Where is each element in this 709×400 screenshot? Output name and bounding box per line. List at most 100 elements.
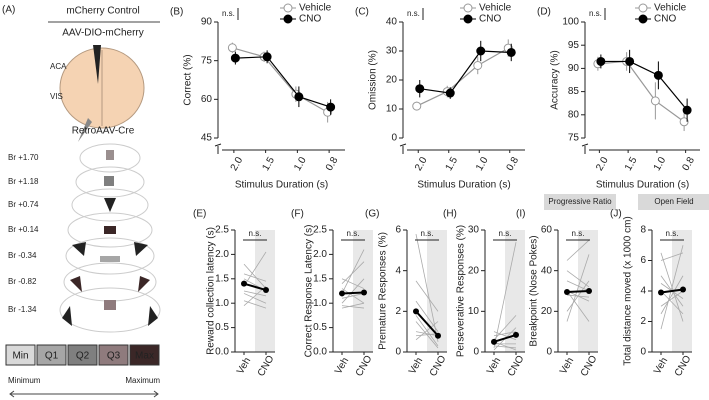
x-tick-label: Veh — [558, 356, 576, 376]
x-tick-label: CNO — [256, 354, 277, 379]
y-tick-label: 8 — [640, 225, 646, 236]
annotation: n.s. — [589, 9, 602, 18]
annotation: n.s. — [572, 229, 585, 238]
x-tick-label: 1.5 — [261, 155, 278, 173]
legend-label: Max — [135, 351, 154, 362]
header-box — [544, 194, 616, 210]
y-tick-label: 60 — [201, 94, 213, 105]
y-tick-label: 4 — [395, 265, 401, 276]
x-tick-label: CNO — [673, 354, 694, 379]
legend-marker — [463, 14, 473, 24]
axis-break — [399, 143, 407, 147]
x-tick-label: 1.0 — [474, 155, 491, 173]
y-axis-label: Total distance moved (x 1000 cm) — [623, 216, 634, 366]
individual-line — [660, 290, 684, 307]
y-tick-label: 30 — [468, 225, 480, 236]
y-tick-label: 85 — [568, 86, 580, 97]
legend-swatch — [98, 344, 129, 366]
legend-marker — [638, 14, 648, 24]
individual-line — [493, 345, 517, 349]
individual-line — [243, 251, 267, 287]
legend-label: Vehicle — [299, 3, 332, 14]
region-label: VIS — [50, 92, 63, 101]
section-label: Br +0.74 — [8, 200, 39, 209]
mean-point — [564, 289, 570, 296]
scale-max: Maximum — [125, 376, 160, 385]
labelled-regions — [62, 150, 158, 326]
y-tick-label: 60 — [541, 225, 553, 236]
data-point — [650, 96, 660, 106]
y-tick-label: 1.5 — [313, 273, 327, 284]
axis-break — [581, 143, 589, 147]
y-axis-label: Perseverative Responses (%) — [456, 225, 467, 357]
legend-label: Vehicle — [654, 3, 687, 14]
y-tick-label: 90 — [201, 17, 213, 28]
individual-line — [566, 280, 590, 292]
y-tick-label: 0 — [546, 347, 552, 358]
individual-line — [341, 293, 365, 299]
x-tick-label: 2.0 — [594, 155, 611, 173]
mean-point — [263, 287, 269, 294]
y-tick-label: 30 — [386, 46, 398, 57]
annotation: n.s. — [407, 9, 420, 18]
axis-break — [214, 143, 222, 147]
y-tick-label: 1.5 — [215, 273, 229, 284]
individual-line — [341, 278, 365, 304]
individual-line — [493, 331, 517, 337]
panel-label: (F) — [291, 209, 304, 220]
section-labels: Br +1.70 Br +1.18 Br +0.74 Br +0.14 Br -0.34… — [8, 153, 39, 314]
individual-line — [493, 315, 517, 341]
y-tick-label: 2 — [395, 306, 401, 317]
individual-line — [341, 261, 365, 284]
panel-label: (E) — [193, 209, 206, 220]
section-label: Br -1.34 — [8, 305, 37, 314]
region-label: ACA — [50, 62, 67, 71]
x-tick-label: 0.8 — [324, 155, 341, 173]
x-tick-label: CNO — [354, 354, 375, 379]
y-axis-label: Premature Responses (%) — [378, 232, 389, 350]
individual-line — [660, 275, 684, 315]
data-point — [625, 56, 635, 66]
x-tick-label: CNO — [579, 354, 600, 379]
legend-swatch — [129, 344, 160, 366]
series-line — [419, 50, 512, 94]
series-line — [597, 60, 685, 123]
y-axis-label: Breakpoint (Nose Pokes) — [529, 235, 540, 346]
panel-label: (J) — [610, 209, 622, 220]
arrow-head — [153, 390, 159, 398]
x-tick-label: Veh — [485, 356, 503, 376]
arrow-head — [9, 390, 15, 398]
y-tick-label: 95 — [568, 40, 580, 51]
panel-label: (B) — [170, 7, 183, 18]
x-tick-label: 0.8 — [681, 155, 698, 173]
y-tick-label: 6 — [640, 255, 646, 266]
panel-label: (C) — [355, 7, 369, 18]
panel-label: (I) — [516, 209, 525, 220]
mean-point — [413, 308, 419, 315]
virus-label: AAV-DIO-mCherry — [62, 28, 144, 39]
individual-line — [566, 254, 590, 322]
panel-label: (A) — [2, 5, 15, 16]
data-point — [682, 105, 692, 115]
intensity-legend: Min Q1 Q2 Q3 Max — [5, 344, 160, 366]
mean-point — [241, 280, 247, 287]
annotation: n.s. — [499, 229, 512, 238]
y-tick-label: 2.5 — [313, 225, 327, 236]
y-tick-label: 2 — [640, 316, 646, 327]
mean-line — [566, 290, 590, 294]
y-tick-label: 80 — [568, 109, 580, 120]
y-tick-label: 1.0 — [313, 298, 327, 309]
data-point — [476, 46, 486, 56]
mean-line — [660, 288, 684, 294]
y-tick-label: 40 — [386, 17, 398, 28]
data-point — [294, 92, 304, 102]
data-point — [415, 84, 425, 94]
y-tick-label: 100 — [562, 17, 579, 28]
x-tick-label: Veh — [652, 356, 670, 376]
x-tick-label: 1.5 — [444, 155, 461, 173]
y-tick-label: 90 — [568, 63, 580, 74]
mean-line — [243, 282, 267, 291]
individual-line — [660, 252, 684, 261]
legend-label: Q1 — [45, 351, 59, 362]
